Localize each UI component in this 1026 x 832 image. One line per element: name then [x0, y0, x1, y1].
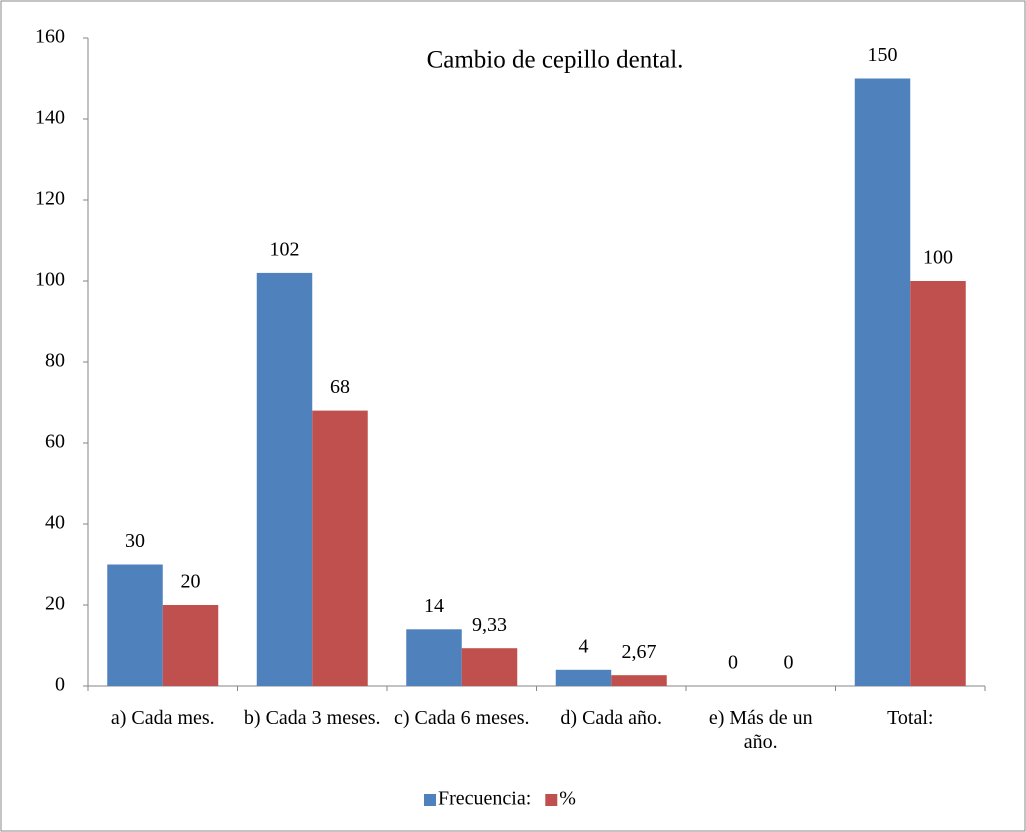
y-tick-label: 0: [55, 674, 65, 696]
data-label: 100: [923, 247, 953, 269]
data-label: 150: [868, 44, 898, 66]
y-tick-label: 100: [35, 269, 65, 291]
x-tick-label: d) Cada año.: [560, 707, 663, 729]
bar: [162, 605, 219, 686]
data-label: 30: [125, 530, 145, 552]
legend-label: Frecuencia:: [438, 788, 531, 810]
x-tick-label: b) Cada 3 meses.: [243, 707, 381, 729]
y-tick-label: 20: [45, 593, 65, 615]
bar: [312, 410, 368, 686]
x-tick-label: Total:: [887, 707, 934, 729]
y-tick-label: 40: [45, 512, 65, 534]
bar: [406, 629, 462, 686]
data-label: 102: [270, 238, 300, 260]
chart-title: Cambio de cepillo dental.: [427, 47, 684, 74]
bar: [461, 648, 518, 686]
data-label: 2,67: [622, 641, 657, 663]
data-label: 0: [728, 652, 738, 674]
bar: [256, 272, 313, 686]
bar: [910, 281, 966, 686]
legend-label: %: [559, 788, 576, 810]
bar: [611, 675, 667, 686]
x-tick-label: e) Más de un año.: [708, 707, 813, 753]
bar: [555, 669, 612, 686]
bar: [107, 564, 163, 686]
legend-swatch: [545, 794, 558, 806]
x-tick-label: c) Cada 6 meses.: [393, 707, 530, 729]
bar: [854, 78, 911, 686]
x-tick-label: a) Cada mes.: [110, 707, 215, 729]
data-label: 68: [330, 376, 350, 398]
y-tick-label: 60: [45, 431, 65, 453]
data-label: 0: [784, 652, 794, 674]
legend-swatch: [424, 794, 436, 806]
data-label: 4: [579, 635, 589, 657]
y-tick-label: 140: [35, 107, 65, 129]
y-tick-label: 80: [45, 350, 65, 372]
y-tick-label: 160: [35, 26, 65, 48]
y-tick-label: 120: [35, 188, 65, 210]
data-label: 20: [181, 571, 201, 593]
data-label: 9,33: [472, 614, 507, 636]
data-label: 14: [424, 595, 444, 617]
